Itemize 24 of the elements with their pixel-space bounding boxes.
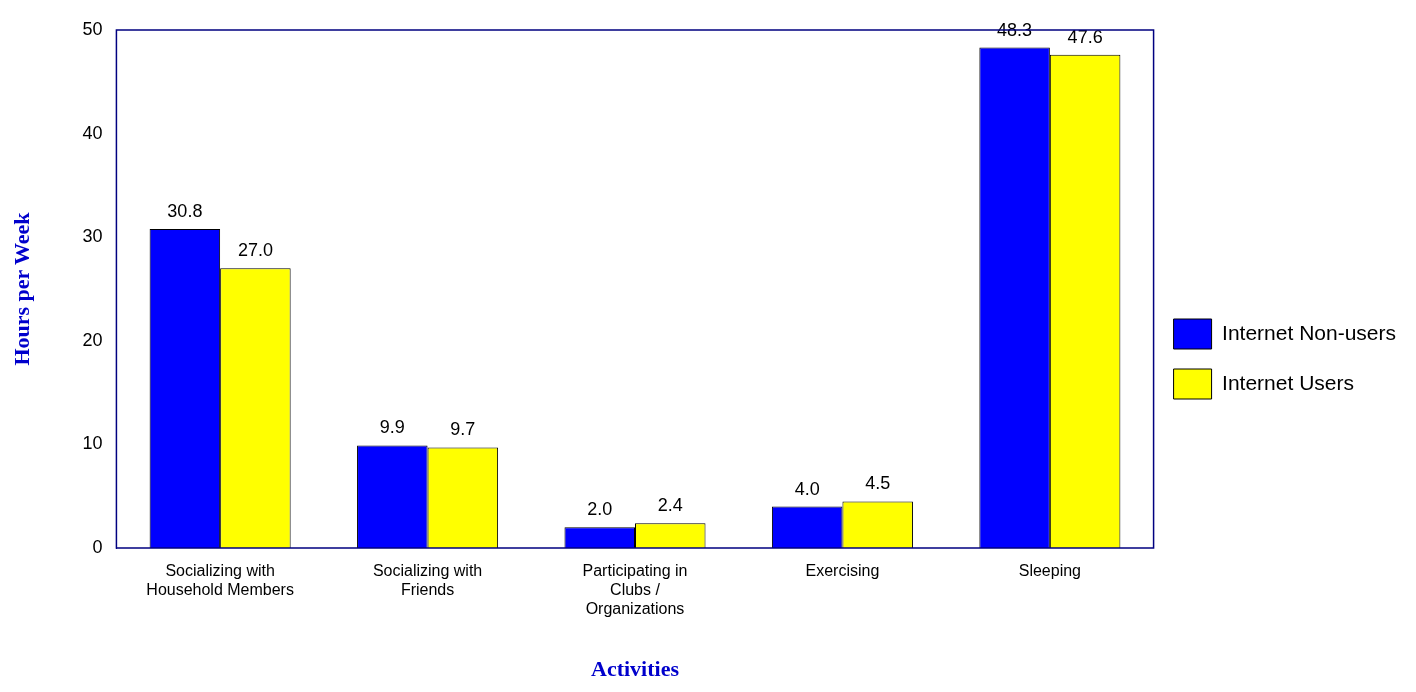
- data-label: 4.5: [865, 473, 891, 494]
- legend-label: Internet Users: [1222, 370, 1354, 394]
- data-label: 9.7: [450, 419, 476, 440]
- data-label: 2.0: [587, 499, 613, 520]
- x-tick-label: Sleeping: [1018, 562, 1082, 580]
- data-label: 47.6: [1067, 26, 1103, 47]
- y-tick-label: 50: [82, 18, 103, 39]
- y-tick-label: 10: [82, 433, 103, 454]
- x-axis-title: Activities: [591, 656, 680, 682]
- data-label: 9.9: [379, 417, 405, 438]
- x-tick-label: Socializing with Friends: [372, 562, 483, 599]
- x-tick-label: Participating in Clubs / Organizations: [582, 562, 688, 618]
- x-tick-label: Exercising: [805, 562, 880, 580]
- y-tick-label: 30: [82, 226, 103, 247]
- x-tick-label: Socializing with Household Members: [146, 562, 294, 599]
- data-label: 27.0: [237, 240, 273, 261]
- y-tick-label: 0: [92, 536, 103, 557]
- data-label: 4.0: [794, 478, 820, 499]
- legend-label: Internet Non-users: [1222, 320, 1397, 344]
- y-axis-title: Hours per Week: [8, 211, 34, 366]
- y-tick-label: 20: [82, 329, 103, 350]
- data-label: 30.8: [167, 200, 203, 221]
- y-tick-label: 40: [82, 122, 103, 143]
- data-label: 2.4: [657, 495, 683, 516]
